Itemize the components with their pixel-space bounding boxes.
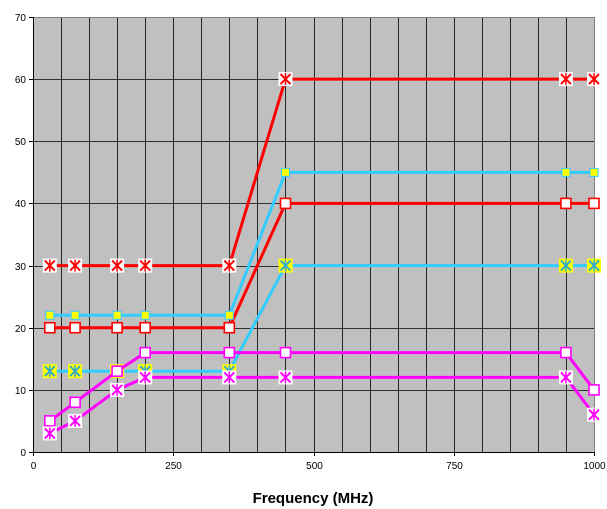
data-point [43, 321, 56, 334]
y-tick-label: 20 [15, 324, 27, 335]
x-tick-label: 250 [165, 461, 182, 472]
x-tick-label: 0 [31, 461, 37, 472]
data-point [139, 321, 151, 334]
y-tick-label: 60 [15, 75, 27, 86]
series-line [48, 351, 596, 423]
data-point [110, 382, 125, 397]
data-point [70, 310, 80, 320]
data-point [279, 346, 292, 359]
x-tick-label: 500 [306, 461, 323, 472]
series-2 [43, 197, 600, 334]
marker-square [140, 310, 150, 320]
x-tick-label: 750 [446, 461, 463, 472]
data-point [560, 197, 572, 210]
series-1 [42, 72, 601, 273]
marker-square [45, 310, 55, 320]
marker-square [111, 365, 123, 378]
y-tick-label: 30 [15, 262, 27, 273]
data-point [281, 167, 290, 177]
data-point [589, 167, 599, 177]
marker-square [589, 167, 599, 177]
marker-square [69, 321, 81, 334]
data-point [42, 426, 57, 441]
y-tick-label: 50 [15, 137, 27, 148]
data-point [69, 396, 81, 409]
series-group [42, 72, 601, 441]
marker-square [224, 310, 234, 320]
marker-square [70, 310, 80, 320]
data-point [43, 415, 56, 427]
marker-square [281, 167, 290, 177]
data-point [42, 258, 57, 273]
data-point [69, 321, 81, 334]
series-6 [42, 370, 601, 441]
data-point [222, 370, 237, 385]
data-point [558, 72, 573, 87]
data-point [558, 258, 573, 273]
marker-square [43, 321, 56, 334]
series-line [49, 201, 594, 330]
marker-square [139, 321, 151, 334]
marker-square [279, 197, 292, 210]
plot-area [33, 17, 594, 452]
x-axis-label: Frequency (MHz) [253, 490, 374, 507]
y-tick-label: 0 [20, 448, 26, 459]
data-point [278, 258, 293, 273]
data-point [587, 407, 601, 422]
data-point [45, 310, 55, 320]
marker-square [111, 321, 123, 334]
data-point [68, 258, 83, 273]
data-point [223, 321, 236, 334]
data-point [558, 370, 573, 385]
data-point [222, 258, 237, 273]
data-point [587, 258, 601, 273]
marker-square [560, 197, 572, 210]
data-point [560, 346, 572, 359]
marker-square [560, 346, 572, 359]
data-point [278, 72, 293, 87]
data-point [139, 346, 151, 359]
series-3 [45, 167, 599, 320]
marker-square [561, 167, 571, 177]
marker-square [223, 346, 236, 359]
series-line [49, 170, 594, 317]
data-point [111, 321, 123, 334]
marker-square [588, 384, 600, 396]
data-point [223, 346, 236, 359]
data-point [278, 370, 293, 385]
data-point [111, 365, 123, 378]
data-point [587, 72, 601, 87]
data-point [138, 258, 153, 273]
x-tick-label: 1000 [583, 461, 606, 472]
data-point [112, 310, 122, 320]
data-point [588, 197, 600, 210]
marker-square [139, 346, 151, 359]
marker-square [69, 396, 81, 409]
data-point [224, 310, 234, 320]
data-point [140, 310, 150, 320]
y-tick-label: 10 [15, 386, 27, 397]
series-5 [43, 346, 600, 427]
marker-square [43, 415, 56, 427]
data-point [138, 370, 153, 385]
marker-square [279, 346, 292, 359]
y-tick-label: 40 [15, 199, 27, 210]
data-point [588, 384, 600, 396]
y-tick-label: 70 [15, 13, 27, 24]
axes: 0 10 20 30 40 50 60 70 0 250 500 750 1000 [15, 13, 606, 472]
data-point [279, 197, 292, 210]
marker-square [588, 197, 600, 210]
data-point [561, 167, 571, 177]
marker-square [112, 310, 122, 320]
marker-square [223, 321, 236, 334]
data-point [42, 364, 57, 379]
data-point [68, 364, 83, 379]
data-point [110, 258, 125, 273]
data-point [68, 413, 83, 428]
